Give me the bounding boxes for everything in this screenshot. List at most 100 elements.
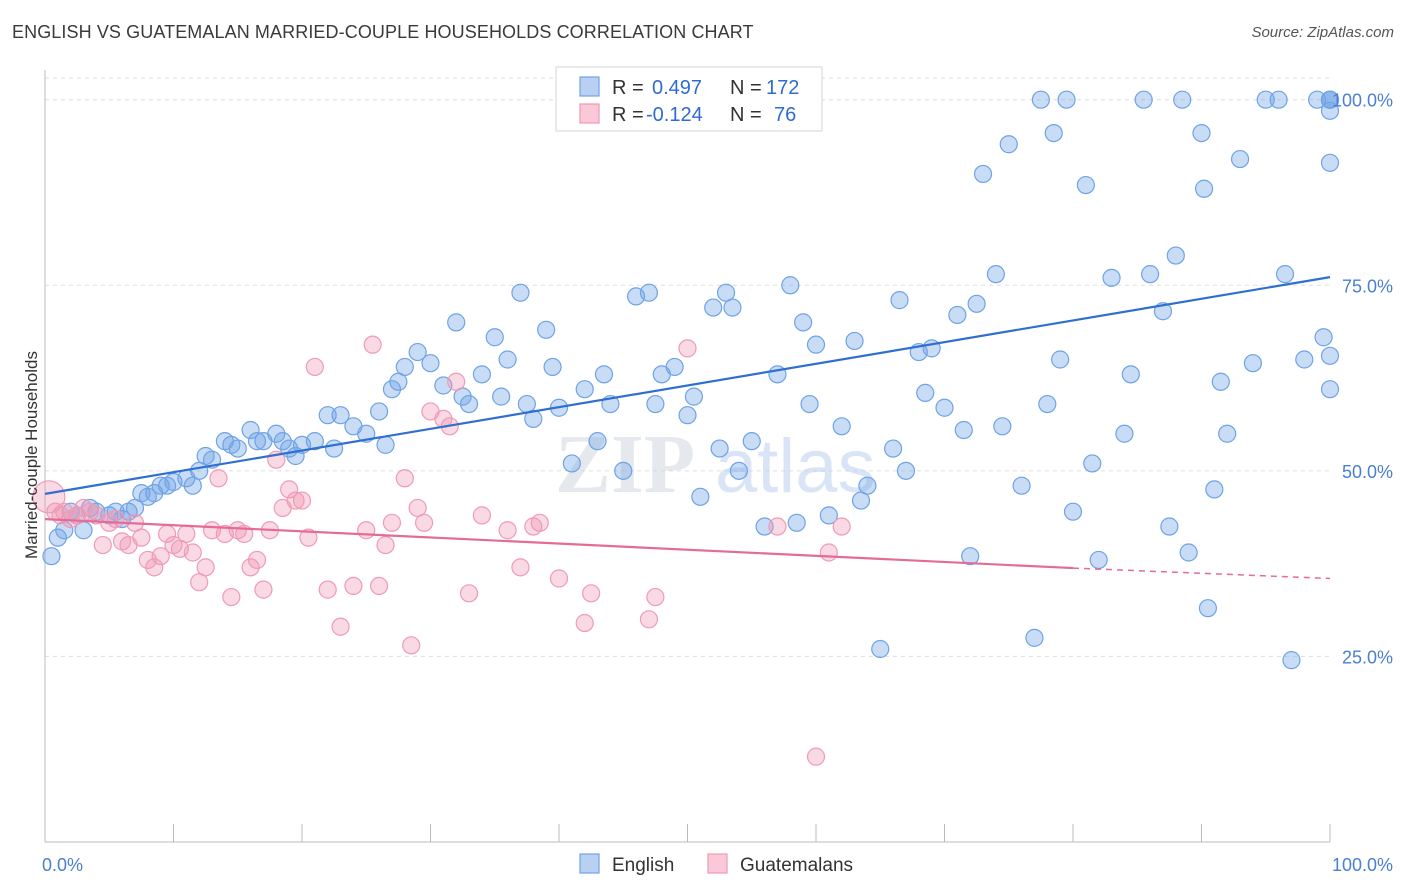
english-point-1	[48, 528, 67, 547]
english-point-102	[948, 305, 967, 325]
guatemalans-point-50	[382, 513, 402, 532]
guatemalans-point-38	[280, 480, 299, 499]
english-point-63	[575, 380, 594, 399]
series-legend: English Guatemalans	[579, 853, 853, 876]
english-point-118	[1089, 550, 1108, 570]
english-point-81	[742, 432, 761, 451]
english-point-54	[492, 387, 511, 406]
guatemalans-point-69	[646, 587, 665, 607]
guatemalans-point-74	[832, 517, 851, 536]
english-point-95	[883, 439, 903, 458]
english-point-94	[871, 639, 890, 659]
english-point-2	[55, 521, 74, 540]
english-point-146	[1320, 90, 1340, 109]
english-point-110	[1012, 476, 1031, 495]
guatemalans-point-33	[247, 550, 267, 570]
english-point-62	[562, 454, 581, 473]
english-point-129	[1205, 480, 1224, 499]
english-point-27	[241, 420, 260, 440]
stats-guatemalans-n-value: 76	[774, 104, 796, 126]
guatemalans-point-45	[344, 576, 363, 596]
english-point-9	[106, 502, 125, 521]
guatemalans-point-65	[549, 569, 569, 588]
guatemalans-point-42	[305, 357, 324, 377]
guatemalans-point-59	[459, 584, 479, 603]
guatemalans-point-72	[806, 747, 826, 766]
watermark-atlas: atlas	[715, 424, 876, 509]
legend-english-label: English	[612, 855, 674, 876]
english-point-112	[1038, 394, 1057, 414]
stats-english-r-value: 0.497	[652, 77, 702, 99]
english-point-96	[890, 291, 909, 310]
english-point-117	[1083, 454, 1102, 473]
english-point-152	[1194, 179, 1214, 198]
english-point-46	[408, 342, 427, 362]
guatemalans-point-64	[530, 513, 549, 532]
stats-english-n-value: 172	[766, 77, 799, 99]
english-point-55	[498, 350, 517, 369]
guatemalans-point-62	[511, 558, 530, 577]
english-point-114	[1051, 350, 1070, 369]
guatemalans-point-66	[575, 613, 594, 633]
english-point-82	[755, 517, 774, 536]
english-point-41	[370, 402, 389, 421]
legend-english-swatch	[579, 853, 600, 874]
english-point-125	[1166, 246, 1185, 265]
english-point-121	[1121, 365, 1140, 384]
english-point-108	[993, 417, 1012, 436]
english-point-88	[806, 335, 826, 354]
english-point-30	[267, 424, 286, 443]
english-point-90	[832, 417, 851, 436]
english-point-122	[1140, 265, 1160, 284]
guatemalans-point-70	[678, 339, 697, 358]
guatemalans-point-46	[357, 521, 376, 540]
english-point-97	[896, 461, 916, 480]
guatemalans-point-41	[299, 528, 318, 547]
guatemalans-point-60	[472, 506, 491, 525]
english-point-104	[961, 547, 980, 566]
english-point-138	[1295, 350, 1314, 369]
guatemalans-point-48	[370, 576, 389, 596]
english-point-69	[639, 283, 659, 302]
stats-guatemalans-r-label: R =	[612, 104, 644, 126]
english-point-130	[1211, 372, 1230, 391]
x-tick-labels: 0.0% 100.0%	[42, 855, 1393, 875]
trend-lines	[44, 276, 1331, 580]
english-point-101	[935, 398, 954, 417]
guatemalans-point-39	[286, 491, 305, 510]
english-point-51	[459, 394, 479, 414]
guatemalans-point-61	[498, 521, 517, 540]
english-point-134	[1256, 90, 1275, 109]
guatemalans-point-52	[402, 636, 421, 655]
guatemalans-point-73	[819, 543, 838, 562]
english-point-65	[594, 365, 614, 384]
english-point-144	[1320, 346, 1340, 365]
english-point-70	[646, 394, 665, 414]
english-point-28	[247, 432, 267, 451]
english-point-133	[1243, 354, 1263, 373]
x-tick-label-0: 0.0%	[42, 855, 83, 875]
stats-english-r-label: R =	[612, 77, 644, 99]
y-tick-labels: 25.0% 50.0% 75.0% 100.0%	[1332, 91, 1393, 668]
english-point-131	[1218, 424, 1237, 443]
stats-legend: R = 0.497 N = 172 R = -0.124 N = 76	[555, 66, 823, 132]
english-point-75	[691, 487, 710, 506]
stats-guatemalans-r-value: -0.124	[646, 104, 703, 126]
english-point-113	[1044, 123, 1063, 143]
english-point-45	[395, 357, 414, 377]
english-point-64	[588, 432, 607, 451]
english-point-99	[916, 383, 935, 403]
english-point-79	[723, 298, 742, 317]
stats-english-n-label: N =	[730, 77, 762, 99]
english-point-126	[1179, 543, 1198, 562]
y-axis-label: Married-couple Households	[22, 351, 41, 559]
axes	[44, 70, 1331, 843]
guatemalans-point-17	[145, 558, 164, 577]
english-point-43	[382, 380, 402, 399]
guatemalans-point-58	[447, 372, 466, 391]
english-point-42	[376, 435, 395, 454]
guatemalans-point-11	[106, 509, 125, 529]
series-guatemalans-points	[32, 335, 851, 766]
english-point-80	[729, 461, 749, 480]
